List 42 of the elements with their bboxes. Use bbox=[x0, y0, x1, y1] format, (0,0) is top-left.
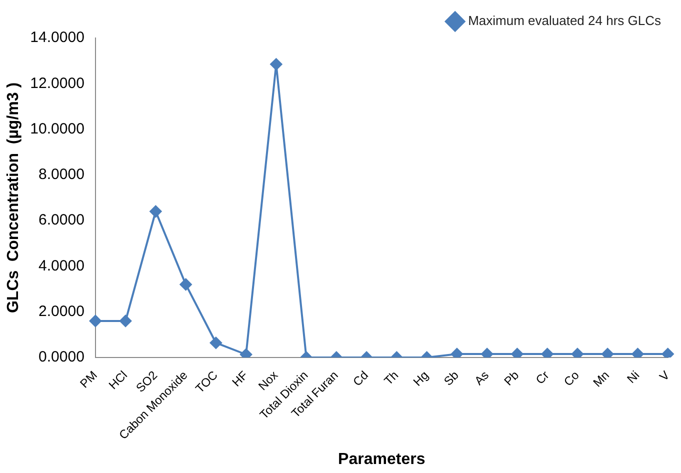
x-tick-label: HF bbox=[229, 368, 251, 390]
x-tick-label: Cr bbox=[532, 368, 552, 387]
x-tick-label: HCl bbox=[106, 368, 130, 392]
y-tick-label: 2.0000 bbox=[38, 302, 84, 320]
point bbox=[450, 348, 463, 358]
x-axis-title: Parameters bbox=[338, 450, 426, 468]
x-tick-label: Th bbox=[381, 368, 402, 388]
point bbox=[270, 58, 282, 70]
y-tick-label: 10.0000 bbox=[30, 120, 84, 138]
y-tick-label: 4.0000 bbox=[38, 257, 84, 274]
point bbox=[571, 348, 584, 358]
y-tick-label: 6.0000 bbox=[38, 212, 84, 229]
x-tick-label: As bbox=[472, 368, 492, 388]
point bbox=[120, 314, 132, 327]
x-tick-label: Hg bbox=[410, 368, 432, 389]
point bbox=[662, 348, 674, 358]
point bbox=[210, 336, 222, 349]
x-tick-label: Ni bbox=[624, 368, 642, 386]
point bbox=[89, 314, 102, 327]
x-tick-label: Cd bbox=[350, 368, 372, 389]
point bbox=[632, 348, 644, 358]
legend-label: Maximum evaluated 24 hrs GLCs bbox=[468, 13, 662, 28]
point bbox=[150, 205, 162, 218]
x-tick-label: V bbox=[656, 368, 672, 384]
point bbox=[481, 348, 494, 358]
x-tick-label: TOC bbox=[192, 368, 221, 396]
y-tick-label: 8.0000 bbox=[38, 166, 84, 184]
y-axis-title: GLCs Concentration (µg/m3 ) bbox=[5, 82, 22, 314]
point bbox=[541, 348, 554, 358]
point bbox=[180, 278, 192, 290]
point bbox=[511, 348, 524, 358]
point bbox=[240, 348, 252, 358]
x-tick-label: PM bbox=[77, 368, 100, 391]
y-tick-label: 0.0000 bbox=[38, 348, 84, 366]
x-tick-label: Mn bbox=[590, 368, 612, 390]
x-tick-label: Sb bbox=[441, 368, 462, 388]
point bbox=[602, 348, 614, 358]
x-tick-label: Nox bbox=[256, 368, 281, 394]
x-tick-label: Co bbox=[561, 368, 582, 389]
y-tick-label: 12.0000 bbox=[30, 74, 84, 92]
y-tick-label: 14.0000 bbox=[30, 29, 84, 46]
x-tick-label: Pb bbox=[501, 368, 522, 388]
